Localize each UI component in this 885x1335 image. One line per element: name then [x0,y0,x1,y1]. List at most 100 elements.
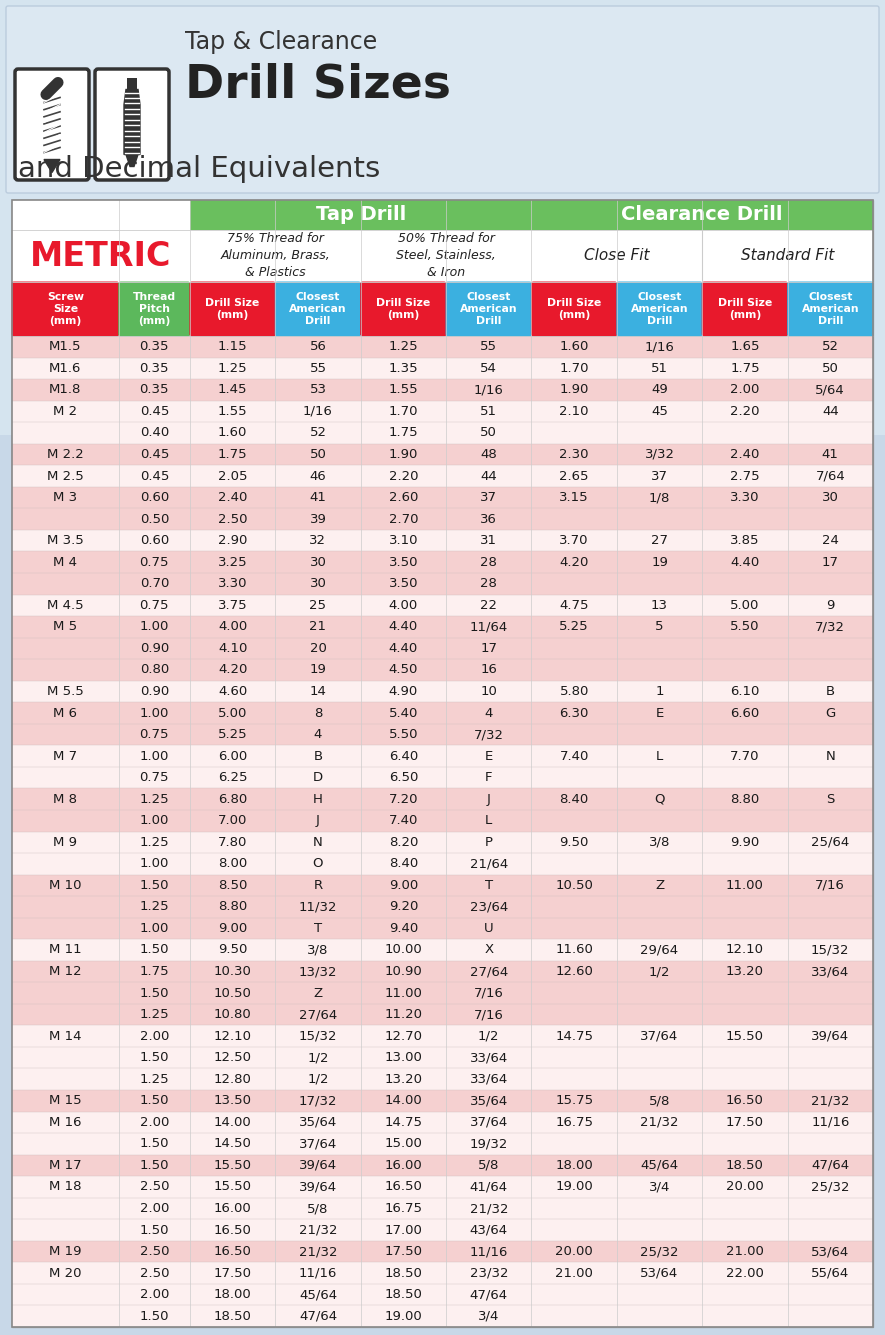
Text: 18.50: 18.50 [213,1310,251,1323]
Text: 1.00: 1.00 [140,922,169,934]
Bar [12,874,873,896]
Bar [12,1133,873,1155]
Text: 2.50: 2.50 [218,513,247,526]
Text: 47/64: 47/64 [299,1310,337,1323]
Text: Screw
Size
(mm): Screw Size (mm) [47,291,84,326]
Text: 30: 30 [310,555,327,569]
FancyBboxPatch shape [531,282,618,336]
Text: 4.75: 4.75 [559,599,589,611]
Text: 27/64: 27/64 [470,965,508,979]
Text: M 6: M 6 [53,706,77,720]
FancyBboxPatch shape [15,69,89,180]
Text: 0.45: 0.45 [140,470,169,482]
Text: 5.50: 5.50 [389,728,418,741]
FancyBboxPatch shape [616,282,703,336]
Text: 2.40: 2.40 [218,491,247,505]
Text: Drill Size
(mm): Drill Size (mm) [376,298,430,320]
Text: 6.10: 6.10 [730,685,759,698]
Text: 75% Thread for
Aluminum, Brass,
& Plastics: 75% Thread for Aluminum, Brass, & Plasti… [220,232,330,279]
Text: 21/64: 21/64 [470,857,508,870]
Text: 1.50: 1.50 [140,1137,169,1151]
FancyBboxPatch shape [6,5,879,194]
Text: 17.50: 17.50 [726,1116,764,1129]
Text: 1.25: 1.25 [140,836,169,849]
Bar [12,681,873,702]
Text: 5.00: 5.00 [730,599,759,611]
Text: 10.50: 10.50 [555,878,593,892]
Text: 16.00: 16.00 [384,1159,422,1172]
Text: 0.40: 0.40 [140,426,169,439]
Text: 7.70: 7.70 [730,749,759,762]
Text: M 4: M 4 [53,555,77,569]
Polygon shape [124,89,140,155]
Text: Q: Q [654,793,665,806]
Text: 39: 39 [310,513,327,526]
Text: 14.00: 14.00 [213,1116,251,1129]
Text: B: B [826,685,835,698]
Text: 1.50: 1.50 [140,878,169,892]
Text: 9.50: 9.50 [559,836,589,849]
Text: X: X [484,944,493,956]
Text: 45: 45 [651,405,668,418]
Text: P: P [485,836,493,849]
Text: 17.50: 17.50 [384,1246,422,1258]
Text: 3.85: 3.85 [730,534,759,547]
Text: 15/32: 15/32 [299,1029,337,1043]
Text: 12.10: 12.10 [213,1029,251,1043]
Text: 16.00: 16.00 [213,1202,251,1215]
Text: 16.50: 16.50 [213,1224,251,1236]
Text: 19.00: 19.00 [555,1180,593,1193]
Text: 5: 5 [655,621,664,633]
Text: 28: 28 [481,577,497,590]
Bar [12,422,873,443]
Text: M 2.5: M 2.5 [47,470,84,482]
Text: 3.50: 3.50 [389,577,418,590]
Text: 1.25: 1.25 [389,340,419,354]
Text: Tap & Clearance: Tap & Clearance [185,29,377,53]
Text: M 2.2: M 2.2 [47,449,84,461]
Text: 1.75: 1.75 [389,426,419,439]
Text: 13.20: 13.20 [726,965,764,979]
Text: 19: 19 [310,663,327,677]
Bar [12,336,873,358]
Bar [12,1025,873,1047]
Text: 14: 14 [310,685,327,698]
Text: 33/64: 33/64 [470,1051,508,1064]
Text: 2.00: 2.00 [140,1116,169,1129]
Text: S: S [826,793,835,806]
Text: 6.60: 6.60 [730,706,759,720]
Text: 14.75: 14.75 [384,1116,422,1129]
Text: 5.50: 5.50 [730,621,759,633]
Text: 30: 30 [822,491,839,505]
Text: M 5.5: M 5.5 [47,685,84,698]
Text: 1.50: 1.50 [140,1095,169,1107]
Bar [12,466,873,487]
Bar [12,917,873,940]
Text: 37: 37 [651,470,668,482]
Text: 1.00: 1.00 [140,706,169,720]
Text: Closest
American
Drill: Closest American Drill [460,291,518,326]
Text: 7/16: 7/16 [815,878,845,892]
Text: 4.60: 4.60 [218,685,247,698]
Text: 14.00: 14.00 [384,1095,422,1107]
Text: 41: 41 [822,449,839,461]
Text: 25: 25 [310,599,327,611]
Text: 8.00: 8.00 [218,857,247,870]
Text: 3.70: 3.70 [559,534,589,547]
Text: 37: 37 [481,491,497,505]
Text: 0.75: 0.75 [140,728,169,741]
Text: 3.10: 3.10 [389,534,418,547]
Text: 3.15: 3.15 [559,491,589,505]
Text: 12.10: 12.10 [726,944,764,956]
Text: 10.00: 10.00 [384,944,422,956]
Text: 1.90: 1.90 [559,383,589,396]
Text: 1/8: 1/8 [649,491,670,505]
Text: 16.50: 16.50 [384,1180,422,1193]
Text: 1.00: 1.00 [140,749,169,762]
Bar [12,573,873,594]
Text: 7.00: 7.00 [218,814,247,828]
Text: 4.40: 4.40 [730,555,759,569]
Text: 9.50: 9.50 [218,944,247,956]
Text: 0.75: 0.75 [140,555,169,569]
Text: METRIC: METRIC [30,239,172,272]
